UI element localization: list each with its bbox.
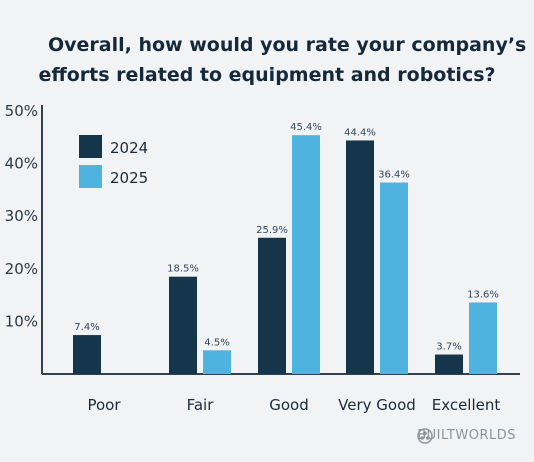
bar-2024-fair — [169, 276, 197, 374]
x-category-label: Good — [269, 396, 309, 414]
legend-label-2024: 2024 — [110, 139, 148, 157]
data-label: 13.6% — [467, 289, 499, 300]
bar-2025-good — [292, 135, 320, 374]
data-label: 25.9% — [256, 225, 288, 236]
x-category-label: Very Good — [338, 396, 416, 414]
data-label: 36.4% — [378, 170, 410, 181]
x-category-label: Excellent — [432, 396, 501, 414]
y-tick-label: 40% — [5, 155, 38, 173]
legend-label-2025: 2025 — [110, 169, 148, 187]
data-label: 7.4% — [74, 322, 99, 333]
bar-2024-very-good — [346, 140, 374, 374]
data-label: 18.5% — [167, 264, 199, 275]
data-label: 44.4% — [344, 127, 376, 138]
x-category-label: Poor — [87, 396, 121, 414]
chart-title-line1: Overall, how would you rate your company… — [48, 34, 534, 56]
data-label: 45.4% — [290, 122, 322, 133]
y-tick-label: 50% — [5, 102, 38, 120]
y-tick-label: 30% — [5, 207, 38, 225]
legend-swatch-2025 — [79, 165, 102, 188]
data-label: 4.5% — [204, 337, 229, 348]
bar-2024-poor — [73, 335, 101, 374]
chart-title-line2: efforts related to equipment and robotic… — [38, 64, 496, 86]
brand-mark: BUILTWORLDS — [417, 428, 516, 444]
bar-2025-fair — [203, 350, 231, 374]
brand-name: BUILTWORLDS — [417, 428, 516, 443]
builtworlds-logo-icon — [417, 428, 433, 444]
bar-2024-good — [258, 237, 286, 374]
legend-swatch-2024 — [79, 135, 102, 158]
data-label: 3.7% — [436, 342, 461, 353]
x-category-label: Fair — [187, 396, 215, 414]
chart-title: Overall, how would you rate your company… — [0, 30, 534, 90]
y-tick-label: 20% — [5, 260, 38, 278]
bar-2025-excellent — [469, 302, 497, 374]
y-tick-label: 10% — [5, 312, 38, 330]
bar-2025-very-good — [380, 182, 408, 374]
bar-2024-excellent — [435, 354, 463, 374]
